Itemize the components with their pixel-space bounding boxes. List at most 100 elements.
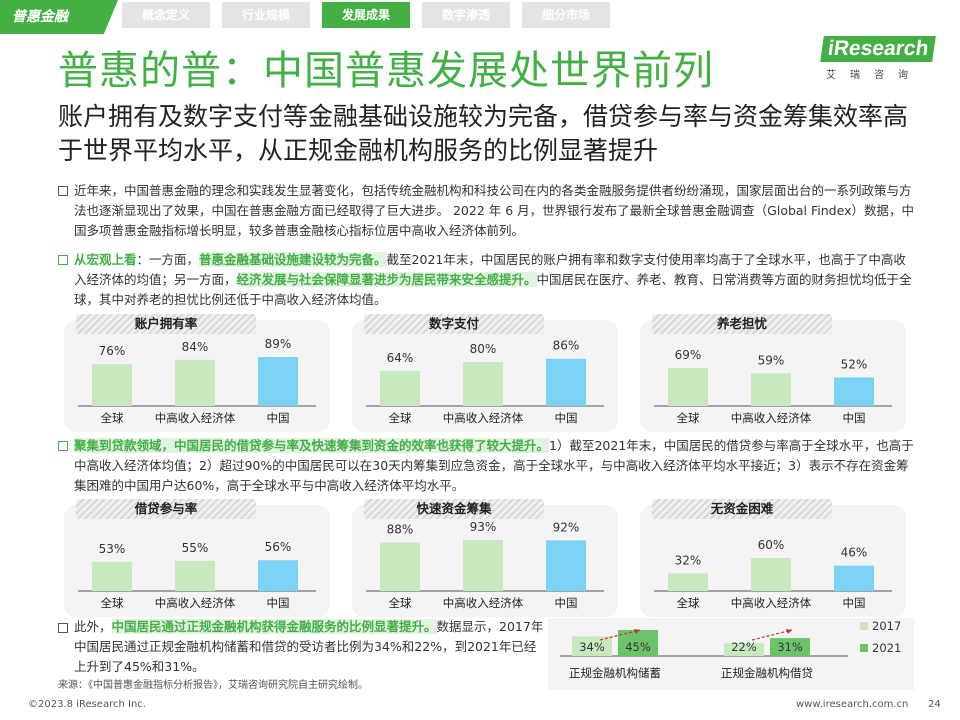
data-label: 32% <box>675 553 702 567</box>
data-label: 52% <box>841 357 868 371</box>
data-label: 34% <box>579 640 605 654</box>
chart-panel: 借贷参与率 53% 全球 55% 中高收入经济体 56% 中国 <box>64 499 330 617</box>
data-label: 76% <box>99 344 126 358</box>
para-text: 中国居民在医疗、养老、教育、日常消费等方面的财务担忧均低于全球，其中对养老的担忧… <box>74 272 912 307</box>
bar <box>92 364 132 406</box>
category-label: 中国 <box>267 596 290 610</box>
bullet-square <box>58 186 68 196</box>
data-label: 92% <box>553 520 580 534</box>
para-highlight: 经济发展与社会保障显著进步为居民带来安全感提升。 <box>236 272 537 287</box>
data-label: 93% <box>470 520 497 534</box>
bar <box>572 636 612 656</box>
logo-wordmark: iResearch <box>820 36 937 62</box>
logo-subtitle: 艾瑞咨询 <box>826 70 922 81</box>
paragraph-formal: 此外，中国居民通过正规金融机构获得金融服务的比例显著提升。数据显示，2017年中… <box>74 617 548 677</box>
bar <box>175 560 215 591</box>
tab-digital[interactable]: 数字渗透 <box>422 2 510 28</box>
para-text: 截至2021年末，中国居民的账户拥有率和数字支付使用率均高于了全球水平，也高于了… <box>74 252 906 287</box>
para-highlight: 中国居民通过正规金融机构获得金融服务的比例显著提升。 <box>111 619 437 634</box>
category-label: 中高收入经济体 <box>155 411 236 425</box>
bar-chart-digital-payment: 64% 全球 80% 中高收入经济体 86% 中国 <box>366 339 604 425</box>
category-label: 全球 <box>389 411 412 425</box>
trend-arrow <box>599 629 641 641</box>
data-label: 88% <box>387 523 414 537</box>
bullet-square <box>58 255 68 265</box>
source-note: 来源：《中国普惠金融指标分析报告》，艾瑞咨询研究院自主研究绘制。 <box>58 680 368 691</box>
page-title: 普惠的普：中国普惠发展处世界前列 <box>58 48 714 94</box>
page-number: 24 <box>928 699 941 710</box>
tab-scale[interactable]: 行业规模 <box>222 2 310 28</box>
bar <box>546 358 586 406</box>
page-subtitle: 账户拥有及数字支付等金融基础设施较为完备，借贷参与率与资金筹集效率高于世界平均水… <box>58 102 909 165</box>
category-label: 中高收入经济体 <box>731 596 812 610</box>
chart-panel: 无资金困难 32% 全球 60% 中高收入经济体 46% 中国 <box>640 499 906 617</box>
bar <box>380 370 420 406</box>
chart-title: 养老担忧 <box>652 314 832 334</box>
chart-panel: 快速资金筹集 88% 全球 93% 中高收入经济体 92% 中国 <box>352 499 618 617</box>
category-label: 全球 <box>677 411 700 425</box>
category-label: 全球 <box>389 596 412 610</box>
data-label: 31% <box>777 640 803 654</box>
legend-swatch <box>860 644 868 652</box>
legend-label: 2021 <box>872 641 901 655</box>
bar <box>834 565 874 591</box>
tab-results[interactable]: 发展成果 <box>322 2 410 28</box>
data-label: 64% <box>387 351 414 365</box>
para-lead: 从宏观上看 <box>74 252 137 267</box>
bar <box>258 357 298 406</box>
para-text: ：一方面， <box>136 252 200 267</box>
bullet-square <box>58 441 68 451</box>
para-text: 1）截至2021年末，中国居民的借贷参与率高于全球水平，也高于中高收入经济体均值… <box>74 438 914 493</box>
data-label: 80% <box>470 342 497 356</box>
bar <box>770 638 810 656</box>
bar-chart-fast-funding: 88% 全球 93% 中高收入经济体 92% 中国 <box>366 520 604 610</box>
legend-label: 2017 <box>872 619 901 633</box>
data-label: 46% <box>841 546 868 560</box>
tab-concept[interactable]: 概念定义 <box>122 2 210 28</box>
category-label: 全球 <box>101 411 124 425</box>
bullet-square <box>58 623 68 633</box>
bar <box>92 561 132 591</box>
chart-panel: 养老担忧 69% 全球 59% 中高收入经济体 52% 中国 <box>640 314 906 432</box>
site-url[interactable]: www.iresearch.com.cn <box>796 699 909 710</box>
bar <box>258 560 298 591</box>
chart-title: 借贷参与率 <box>76 499 256 519</box>
category-label: 中国 <box>843 596 866 610</box>
chart-panel: 数字支付 64% 全球 80% 中高收入经济体 86% 中国 <box>352 314 618 432</box>
data-label: 56% <box>265 540 292 554</box>
chart-title: 无资金困难 <box>652 499 832 519</box>
category-label: 中高收入经济体 <box>155 596 236 610</box>
para-text: 此外， <box>74 619 112 634</box>
bar-chart-borrowing: 53% 全球 55% 中高收入经济体 56% 中国 <box>78 540 316 610</box>
bar-chart-no-difficulty: 32% 全球 60% 中高收入经济体 46% 中国 <box>654 538 892 610</box>
tab-segments[interactable]: 细分市场 <box>522 2 610 28</box>
data-label: 55% <box>182 541 209 555</box>
trend-arrow <box>751 629 793 641</box>
section-tag: 普惠金融 <box>0 0 118 34</box>
category-label: 正规金融机构储蓄 <box>569 666 661 680</box>
chart-title: 快速资金筹集 <box>364 499 544 519</box>
data-label: 84% <box>182 340 209 354</box>
paragraph-lending: 聚集到贷款领域，中国居民的借贷参与率及快速筹集到资金的效率也获得了较大提升。1）… <box>74 436 914 496</box>
category-label: 中国 <box>267 411 290 425</box>
category-label: 正规金融机构借贷 <box>721 666 813 680</box>
chart-title: 账户拥有率 <box>76 314 256 334</box>
category-label: 中高收入经济体 <box>443 411 524 425</box>
bar <box>751 373 791 406</box>
paragraph-macro: 从宏观上看：一方面，普惠金融基础设施建设较为完备。截至2021年末，中国居民的账… <box>74 250 914 310</box>
bar-chart-pension-worry: 69% 全球 59% 中高收入经济体 52% 中国 <box>654 348 892 425</box>
para-highlight: 聚集到贷款领域，中国居民的借贷参与率及快速筹集到资金的效率也获得了较大提升。 <box>74 438 550 453</box>
category-label: 中国 <box>843 411 866 425</box>
trend-arrowhead <box>634 629 640 634</box>
iresearch-logo: iResearch 艾瑞咨询 <box>820 36 937 86</box>
legend-swatch <box>860 622 868 630</box>
data-label: 59% <box>758 354 785 368</box>
bar <box>380 542 420 591</box>
data-label: 60% <box>758 538 785 552</box>
bar <box>668 573 708 591</box>
data-label: 45% <box>625 640 651 654</box>
paragraph-intro: 近年来，中国普惠金融的理念和实践发生显著变化，包括传统金融机构和科技公司在内的各… <box>74 183 914 238</box>
bar-chart-account: 76% 全球 84% 中高收入经济体 89% 中国 <box>78 337 316 425</box>
data-label: 69% <box>675 348 702 362</box>
para-text: 数据显示，2017年中国居民通过正规金融机构储蓄和借贷的受访者比例为34%和22… <box>74 619 544 674</box>
